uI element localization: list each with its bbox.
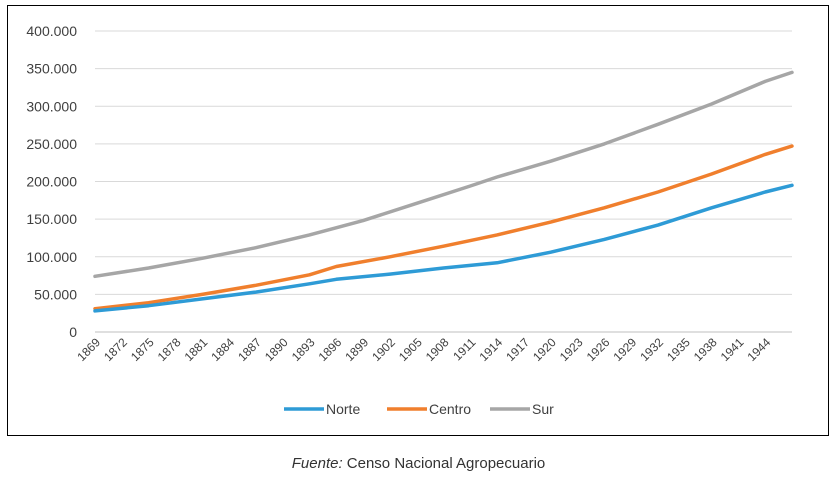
x-tick-label: 1869 xyxy=(74,335,103,364)
x-tick-label: 1902 xyxy=(369,335,398,364)
x-tick-label: 1938 xyxy=(691,335,720,364)
x-tick-label: 1923 xyxy=(557,335,586,364)
y-tick-label: 200.000 xyxy=(26,174,77,190)
x-tick-label: 1887 xyxy=(235,335,264,364)
x-tick-label: 1875 xyxy=(128,335,157,364)
gridlines xyxy=(95,30,792,295)
x-tick-label: 1896 xyxy=(316,335,345,364)
source-label: Fuente: xyxy=(291,455,343,472)
x-tick-label: 1914 xyxy=(476,335,505,364)
series-line-centro xyxy=(93,144,794,311)
series-line-sur xyxy=(93,70,794,279)
x-tick-label: 1899 xyxy=(342,335,371,364)
x-tick-label: 1872 xyxy=(101,335,130,364)
x-tick-label: 1908 xyxy=(423,335,452,364)
y-tick-label: 350.000 xyxy=(26,61,77,77)
x-tick-label: 1881 xyxy=(182,335,211,364)
x-tick-label: 1929 xyxy=(610,335,639,364)
x-tick-label: 1932 xyxy=(637,335,666,364)
x-axis: 1869187218751878188118841887189018931896… xyxy=(74,331,792,364)
x-tick-label: 1890 xyxy=(262,335,291,364)
y-tick-label: 250.000 xyxy=(26,136,77,152)
line-chart: 0 50.000 100.000 150.000 200.000 250.000 300.0… xyxy=(26,23,794,417)
x-tick-label: 1878 xyxy=(155,335,184,364)
chart-frame xyxy=(7,5,829,436)
x-tick-label: 1941 xyxy=(718,335,747,364)
legend-label-centro: Centro xyxy=(429,401,471,417)
series-lines xyxy=(93,70,794,313)
legend-label-norte: Norte xyxy=(326,401,360,417)
y-tick-label: 300.000 xyxy=(26,98,77,114)
y-axis: 0 50.000 100.000 150.000 200.000 250.000 300.0… xyxy=(26,23,77,340)
y-tick-label: 100.000 xyxy=(26,249,77,265)
source-caption: Fuente: Censo Nacional Agropecuario xyxy=(0,455,837,472)
series-line-norte xyxy=(93,183,794,313)
x-tick-label: 1905 xyxy=(396,335,425,364)
source-text: Censo Nacional Agropecuario xyxy=(342,455,546,472)
x-tick-label: 1911 xyxy=(450,335,478,363)
legend-label-sur: Sur xyxy=(532,401,554,417)
x-tick-label: 1920 xyxy=(530,335,559,364)
legend: Norte Centro Sur xyxy=(284,401,554,417)
x-tick-label: 1884 xyxy=(208,335,237,364)
x-tick-label: 1917 xyxy=(503,335,532,364)
y-tick-label: 150.000 xyxy=(26,211,77,227)
x-tick-label: 1944 xyxy=(745,335,774,364)
y-tick-label: 50.000 xyxy=(34,286,77,302)
y-tick-label: 400.000 xyxy=(26,23,77,39)
x-tick-label: 1926 xyxy=(584,335,613,364)
y-tick-label: 0 xyxy=(69,324,77,340)
x-tick-label: 1935 xyxy=(664,335,693,364)
x-tick-label: 1893 xyxy=(289,335,318,364)
